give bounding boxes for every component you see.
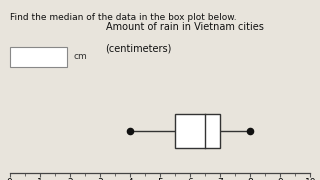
FancyBboxPatch shape [10,47,67,67]
Text: cm: cm [74,52,87,61]
Text: (centimeters): (centimeters) [106,43,172,53]
Point [127,130,132,133]
Bar [175,114,220,148]
Point [248,130,253,133]
Text: Amount of rain in Vietnam cities: Amount of rain in Vietnam cities [106,22,263,32]
Text: Find the median of the data in the box plot below.: Find the median of the data in the box p… [10,13,236,22]
